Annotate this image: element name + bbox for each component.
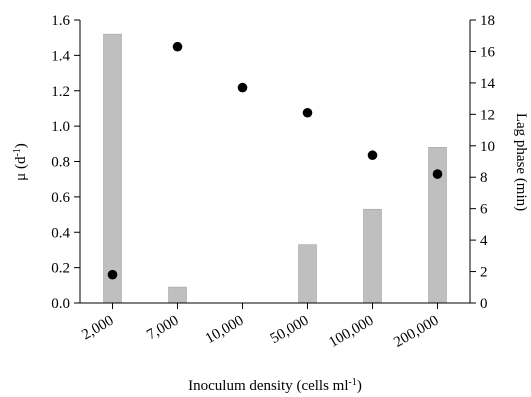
- right-tick-label: 12: [480, 107, 495, 123]
- left-tick-label: 1.2: [51, 84, 70, 100]
- axes-layer: [79, 20, 471, 304]
- right-tick-label: 0: [480, 296, 488, 312]
- bar-4: [363, 208, 382, 304]
- ticks-layer: 0.0 0.2 0.4 0.6 0.8 1.0 1.2 1.4 1.6 0 2 4 6 8 10 12 14 16…: [51, 13, 495, 312]
- left-tick-label: 0.6: [51, 190, 70, 206]
- left-tick-label: 1.4: [51, 48, 70, 64]
- left-tick-label: 0.8: [51, 155, 70, 171]
- y-axis-right-title: Lag phase (min): [513, 113, 529, 211]
- dots-layer: [107, 41, 443, 280]
- right-tick-label: 2: [480, 265, 488, 281]
- bar-0: [103, 33, 122, 304]
- y-axis-left-title: μ (d-1): [12, 143, 29, 181]
- right-tick-label: 6: [480, 202, 488, 218]
- lag-point-4: [367, 150, 378, 161]
- lag-point-1: [172, 41, 183, 52]
- lag-point-0: [107, 269, 118, 280]
- x-axis-title: Inoculum density (cells ml-1): [188, 377, 362, 394]
- right-tick-label: 10: [480, 139, 495, 155]
- left-tick-label: 0.4: [51, 225, 70, 241]
- left-tick-label: 0.2: [51, 261, 70, 277]
- category-label: 200,000: [391, 313, 441, 351]
- left-tick-label: 1.0: [51, 119, 70, 135]
- bar-3: [298, 244, 317, 304]
- category-label: 50,000: [268, 313, 312, 347]
- lag-point-5: [432, 169, 443, 179]
- right-tick-label: 18: [480, 13, 495, 29]
- category-label: 7,000: [144, 313, 181, 344]
- category-labels: 2,000 7,000 10,000 50,000 100,000 200,000: [79, 313, 441, 351]
- right-tick-label: 16: [480, 44, 496, 60]
- bar-1: [168, 286, 187, 304]
- left-tick-label: 1.6: [51, 13, 70, 29]
- right-tick-label: 4: [480, 233, 488, 249]
- lag-point-2: [237, 82, 248, 93]
- category-label: 2,000: [79, 313, 116, 344]
- right-tick-label: 14: [480, 76, 496, 92]
- left-tick-label: 0.0: [51, 296, 70, 312]
- lag-point-3: [302, 107, 313, 118]
- category-label: 10,000: [203, 313, 247, 347]
- bars-layer: [103, 33, 447, 304]
- right-tick-label: 8: [480, 170, 488, 186]
- category-label: 100,000: [326, 313, 376, 351]
